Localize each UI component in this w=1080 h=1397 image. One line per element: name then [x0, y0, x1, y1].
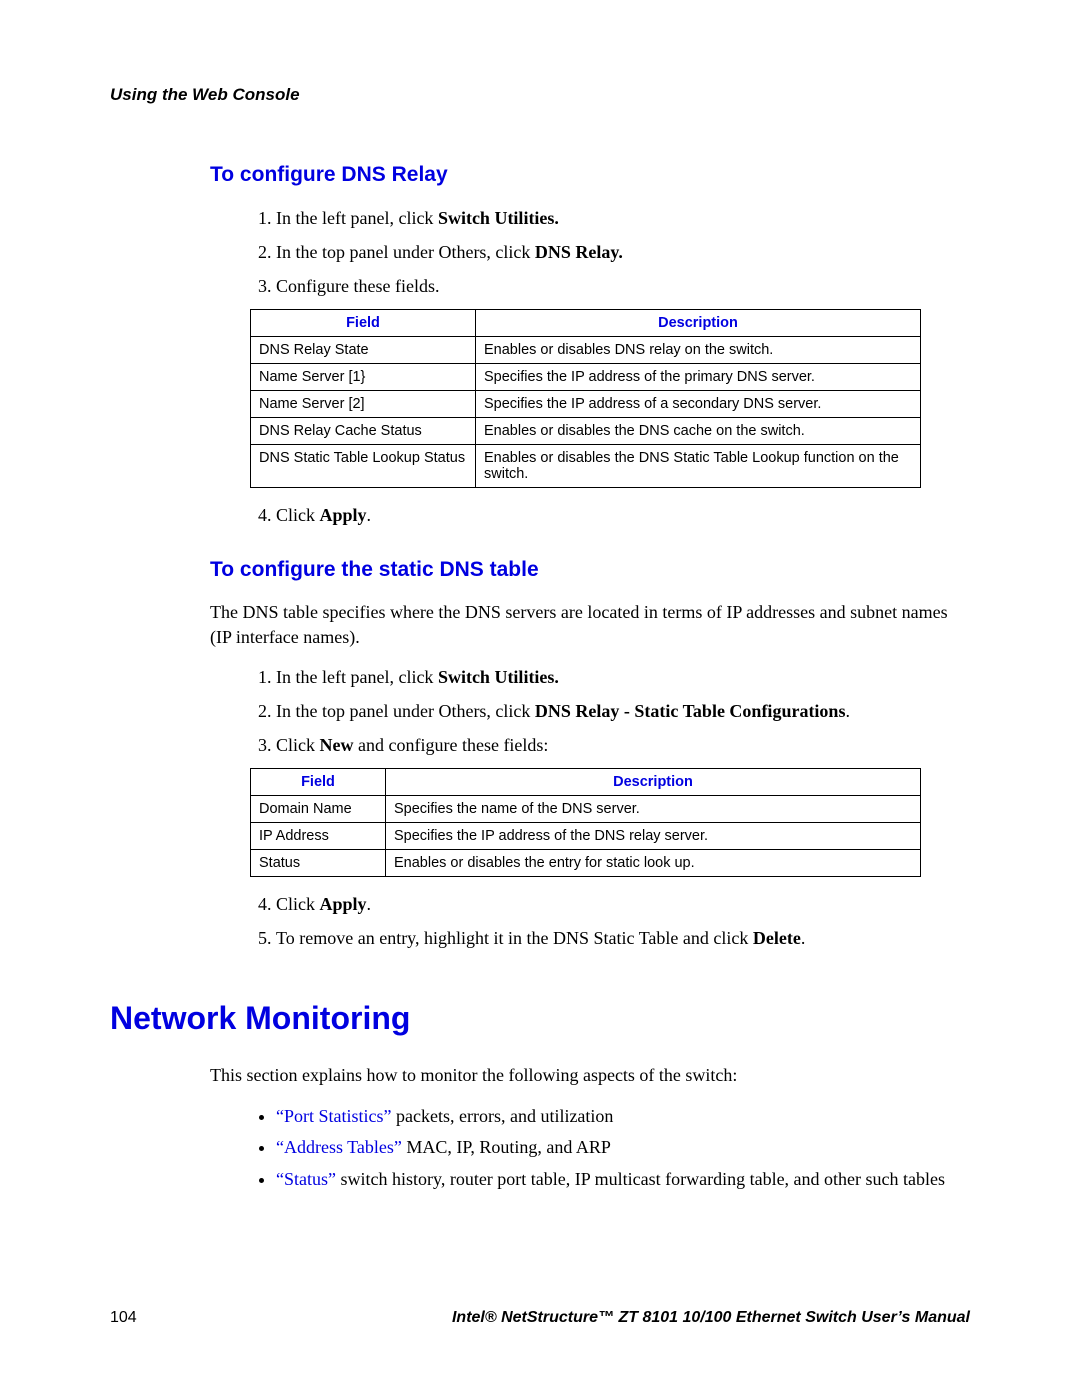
list-item: In the top panel under Others, click DNS…	[276, 239, 970, 267]
col-field: Field	[251, 309, 476, 336]
table-row: DNS Relay Cache StatusEnables or disable…	[251, 417, 921, 444]
static-dns-intro: The DNS table specifies where the DNS se…	[210, 600, 970, 650]
heading-static-dns-table: To configure the static DNS table	[210, 558, 970, 582]
list-item: Click Apply.	[276, 891, 970, 919]
list-item: In the left panel, click Switch Utilitie…	[276, 205, 970, 233]
link-address-tables[interactable]: “Address Tables”	[276, 1137, 402, 1157]
steps-static-dns-a: In the left panel, click Switch Utilitie…	[250, 664, 970, 760]
link-port-statistics[interactable]: “Port Statistics”	[276, 1106, 392, 1126]
list-item: “Status” switch history, router port tab…	[276, 1166, 970, 1194]
table-row: DNS Static Table Lookup StatusEnables or…	[251, 444, 921, 487]
link-status[interactable]: “Status”	[276, 1169, 336, 1189]
table-row: StatusEnables or disables the entry for …	[251, 849, 921, 876]
footer-title: Intel® NetStructure™ ZT 8101 10/100 Ethe…	[452, 1309, 970, 1327]
table-row: Name Server [1}Specifies the IP address …	[251, 363, 921, 390]
table-dns-relay-fields: Field Description DNS Relay StateEnables…	[250, 309, 921, 488]
table-row: DNS Relay StateEnables or disables DNS r…	[251, 336, 921, 363]
list-item: In the left panel, click Switch Utilitie…	[276, 664, 970, 692]
heading-dns-relay: To configure DNS Relay	[210, 163, 970, 187]
monitoring-bullets: “Port Statistics” packets, errors, and u…	[250, 1103, 970, 1195]
table-row: Name Server [2]Specifies the IP address …	[251, 390, 921, 417]
table-row: Domain NameSpecifies the name of the DNS…	[251, 795, 921, 822]
col-description: Description	[476, 309, 921, 336]
col-description: Description	[386, 768, 921, 795]
steps-dns-relay-b: Click Apply.	[250, 502, 970, 530]
list-item: To remove an entry, highlight it in the …	[276, 925, 970, 953]
list-item: “Address Tables” MAC, IP, Routing, and A…	[276, 1134, 970, 1162]
table-row: IP AddressSpecifies the IP address of th…	[251, 822, 921, 849]
running-header: Using the Web Console	[110, 85, 970, 105]
page-footer: 104 Intel® NetStructure™ ZT 8101 10/100 …	[110, 1309, 970, 1327]
list-item: In the top panel under Others, click DNS…	[276, 698, 970, 726]
page-number: 104	[110, 1309, 137, 1327]
steps-dns-relay-a: In the left panel, click Switch Utilitie…	[250, 205, 970, 301]
col-field: Field	[251, 768, 386, 795]
heading-network-monitoring: Network Monitoring	[110, 1000, 970, 1037]
network-monitoring-intro: This section explains how to monitor the…	[210, 1063, 970, 1088]
list-item: Click Apply.	[276, 502, 970, 530]
table-static-dns-fields: Field Description Domain NameSpecifies t…	[250, 768, 921, 877]
list-item: Configure these fields.	[276, 273, 970, 301]
list-item: Click New and configure these fields:	[276, 732, 970, 760]
steps-static-dns-b: Click Apply. To remove an entry, highlig…	[250, 891, 970, 953]
list-item: “Port Statistics” packets, errors, and u…	[276, 1103, 970, 1131]
